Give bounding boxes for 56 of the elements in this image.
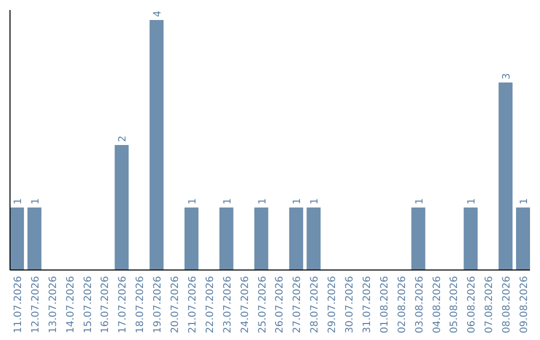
x-tick-label: 22.07.2026	[204, 276, 216, 334]
bar	[114, 145, 129, 270]
x-tick-label: 01.08.2026	[379, 276, 390, 334]
data-label: 1	[30, 198, 42, 204]
x-tick-label: 31.07.2026	[362, 276, 373, 334]
bar	[306, 208, 321, 270]
x-tick-label: 20.07.2026	[170, 276, 182, 334]
x-tick-label: 04.08.2026	[432, 276, 443, 334]
x-tick-label: 09.08.2026	[519, 276, 530, 334]
x-tick-label: 06.08.2026	[466, 276, 478, 334]
bar	[289, 208, 304, 270]
x-tick-label: 18.07.2026	[135, 276, 146, 334]
x-tick-label: 16.07.2026	[100, 276, 112, 334]
bar	[27, 208, 42, 270]
x-tick-label: 03.08.2026	[414, 276, 426, 334]
x-tick-label: 14.07.2026	[65, 276, 76, 334]
x-tick-label: 12.07.2026	[30, 276, 42, 334]
x-tick-label: 24.07.2026	[240, 276, 251, 334]
data-label: 1	[519, 198, 530, 204]
x-tick-label: 26.07.2026	[274, 276, 286, 334]
x-tick-label: 29.07.2026	[327, 276, 338, 334]
x-tick-label: 07.08.2026	[484, 276, 496, 334]
x-tick-label: 27.07.2026	[292, 276, 304, 334]
bar	[411, 208, 426, 270]
x-tick-label: 23.07.2026	[222, 276, 234, 334]
x-tick-label: 17.07.2026	[118, 276, 129, 334]
data-label: 3	[502, 73, 513, 80]
x-tick-label: 11.07.2026	[12, 276, 24, 334]
data-label: 2	[118, 136, 129, 142]
data-label: 1	[187, 198, 198, 204]
x-tick-label: 30.07.2026	[344, 276, 356, 334]
x-tick-label: 25.07.2026	[257, 276, 268, 334]
bar	[150, 20, 164, 270]
data-label: 4	[152, 10, 164, 17]
bar	[464, 208, 478, 270]
bar	[10, 208, 24, 270]
data-label: 1	[414, 198, 426, 204]
bar	[254, 208, 268, 270]
data-label: 1	[292, 198, 304, 204]
data-label: 1	[257, 198, 268, 204]
x-tick-label: 05.08.2026	[449, 276, 460, 334]
x-tick-label: 21.07.2026	[187, 276, 198, 334]
data-label: 1	[466, 198, 478, 204]
x-tick-label: 13.07.2026	[48, 276, 59, 334]
x-tick-label: 15.07.2026	[82, 276, 94, 334]
x-tick-label: 02.08.2026	[396, 276, 408, 334]
bar	[516, 208, 530, 270]
x-tick-label: 28.07.2026	[310, 276, 321, 334]
bar	[219, 208, 234, 270]
data-label: 1	[12, 198, 24, 204]
bar	[184, 208, 198, 270]
data-label: 1	[222, 198, 234, 204]
bar	[498, 82, 513, 270]
x-tick-label: 19.07.2026	[152, 276, 164, 334]
x-tick-label: 08.08.2026	[502, 276, 513, 334]
data-label: 1	[310, 198, 321, 204]
